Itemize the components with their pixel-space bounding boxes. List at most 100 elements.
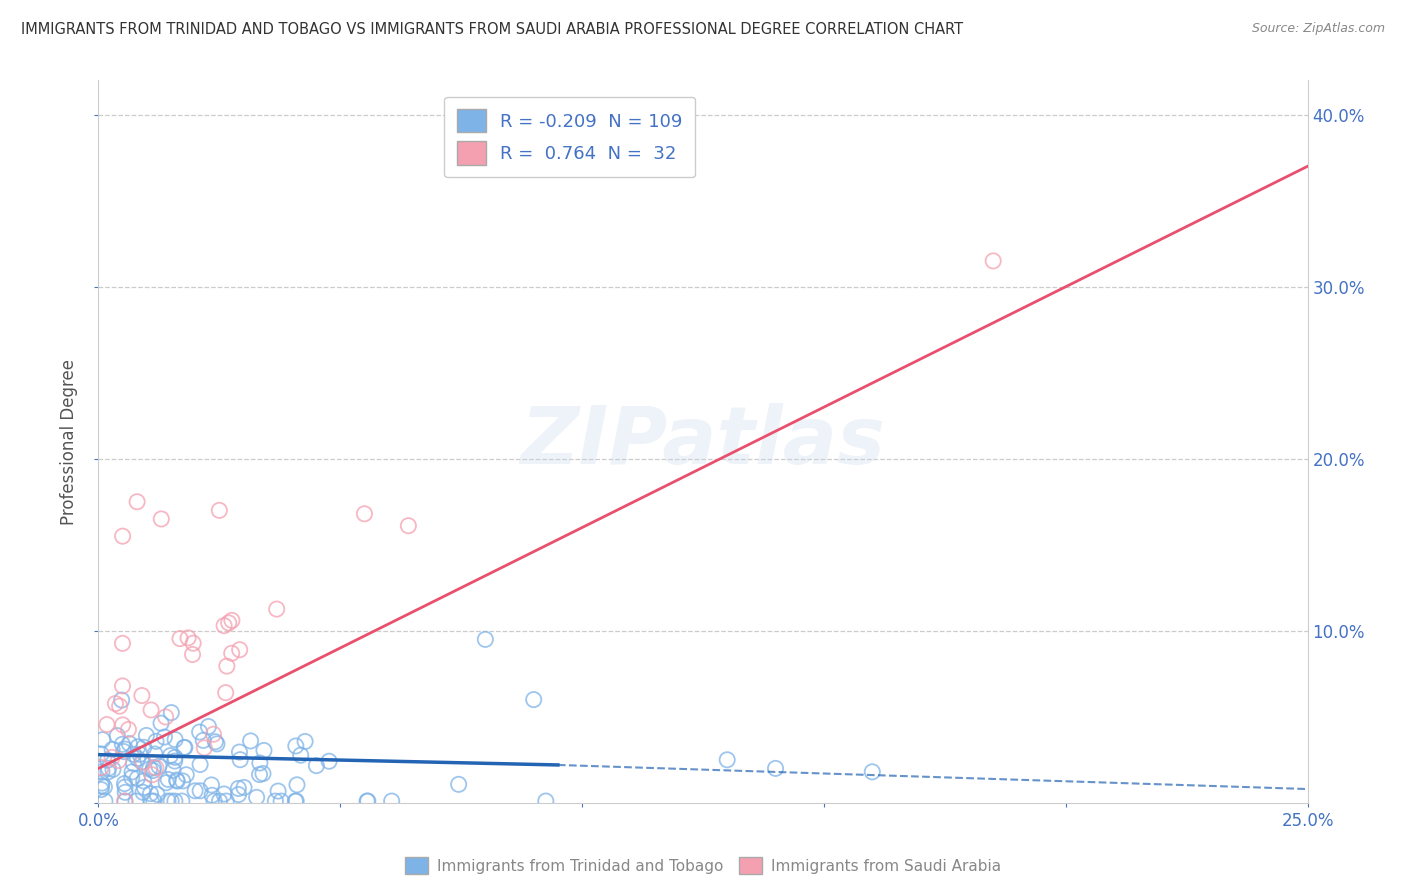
Point <box>105 729 128 743</box>
Point <box>114 742 136 756</box>
Point <box>200 778 222 792</box>
Point <box>157 772 180 787</box>
Point <box>163 750 186 764</box>
Point <box>142 761 165 775</box>
Point <box>177 631 200 645</box>
Point <box>215 686 238 700</box>
Point <box>318 754 340 768</box>
Point <box>193 733 215 747</box>
Point <box>162 763 184 777</box>
Point <box>104 697 127 711</box>
Point <box>215 659 238 673</box>
Point <box>285 778 308 792</box>
Point <box>132 740 155 755</box>
Point <box>93 780 115 794</box>
Point <box>267 784 290 798</box>
Point <box>246 790 269 805</box>
Point <box>142 764 165 778</box>
Point <box>96 717 118 731</box>
Point <box>166 774 188 789</box>
Point <box>284 739 307 753</box>
Point <box>131 689 153 703</box>
Point <box>188 784 211 798</box>
Point <box>142 794 165 808</box>
Point <box>143 747 166 761</box>
Point <box>523 692 546 706</box>
Point <box>765 761 787 775</box>
Point <box>132 755 155 769</box>
Point <box>134 780 156 795</box>
Point <box>357 794 380 808</box>
Point <box>294 734 316 748</box>
Point <box>284 794 307 808</box>
Point <box>253 743 276 757</box>
Point <box>153 730 176 744</box>
Point <box>114 794 136 808</box>
Point <box>141 768 163 782</box>
Point <box>94 794 117 808</box>
Point <box>150 716 173 731</box>
Point <box>188 757 211 772</box>
Point <box>174 768 197 782</box>
Point <box>141 794 163 808</box>
Point <box>396 518 419 533</box>
Point <box>285 794 308 808</box>
Point <box>201 789 224 803</box>
Point <box>165 732 187 747</box>
Point <box>90 747 112 761</box>
Point <box>270 794 292 808</box>
Point <box>145 734 167 748</box>
Text: Source: ZipAtlas.com: Source: ZipAtlas.com <box>1251 22 1385 36</box>
Point <box>97 761 120 775</box>
Point <box>111 679 134 693</box>
Point <box>97 753 120 767</box>
Point <box>150 512 173 526</box>
Point <box>212 787 235 801</box>
Point <box>114 780 136 794</box>
Point <box>121 771 143 785</box>
Point <box>172 773 194 788</box>
Point <box>184 784 207 798</box>
Point <box>111 636 134 650</box>
Point <box>107 754 129 768</box>
Point <box>132 774 155 789</box>
Point <box>160 706 183 720</box>
Point <box>101 763 124 777</box>
Point <box>135 729 157 743</box>
Point <box>139 787 162 801</box>
Point <box>163 754 186 768</box>
Point <box>111 718 134 732</box>
Point <box>169 632 191 646</box>
Point <box>127 751 149 765</box>
Point <box>90 760 112 774</box>
Point <box>160 794 183 808</box>
Point <box>155 775 177 789</box>
Point <box>114 785 136 799</box>
Point <box>228 781 250 796</box>
Point <box>290 748 312 763</box>
Point <box>111 529 134 543</box>
Point <box>233 780 256 795</box>
Point <box>264 794 287 808</box>
Point <box>122 756 145 771</box>
Text: IMMIGRANTS FROM TRINIDAD AND TOBAGO VS IMMIGRANTS FROM SAUDI ARABIA PROFESSIONAL: IMMIGRANTS FROM TRINIDAD AND TOBAGO VS I… <box>21 22 963 37</box>
Point <box>111 693 134 707</box>
Text: ZIPatlas: ZIPatlas <box>520 402 886 481</box>
Point <box>534 794 557 808</box>
Point <box>118 737 141 751</box>
Point <box>215 794 238 808</box>
Point <box>155 710 177 724</box>
Legend: R = -0.209  N = 109, R =  0.764  N =  32: R = -0.209 N = 109, R = 0.764 N = 32 <box>444 96 696 178</box>
Legend: Immigrants from Trinidad and Tobago, Immigrants from Saudi Arabia: Immigrants from Trinidad and Tobago, Imm… <box>399 851 1007 880</box>
Point <box>121 764 143 779</box>
Point <box>174 740 197 755</box>
Point <box>981 253 1004 268</box>
Point <box>202 794 225 808</box>
Point <box>166 773 188 788</box>
Point <box>114 776 136 790</box>
Point <box>97 764 120 779</box>
Point <box>474 632 496 647</box>
Point <box>101 742 124 756</box>
Point <box>127 739 149 754</box>
Point <box>204 735 226 749</box>
